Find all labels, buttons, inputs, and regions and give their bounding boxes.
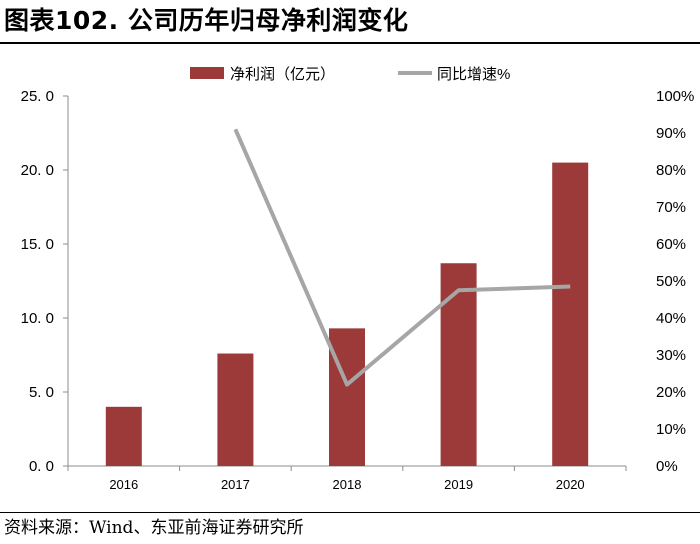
bar-2020 [552, 162, 589, 466]
legend: 净利润（亿元） 同比增速% [190, 66, 510, 83]
line-series [233, 128, 571, 387]
left-tick-label: 5. 0 [29, 384, 54, 401]
x-tick-label: 2017 [221, 477, 250, 492]
source-note: 资料来源：Wind、东亚前海证券研究所 [4, 518, 304, 538]
right-tick-label: 10% [656, 421, 686, 438]
axes: 0. 0 5. 0 10. 0 15. 0 20. 0 25. 0 0% 10% 20% 30% 4… [21, 88, 695, 492]
bar-2017 [217, 353, 254, 466]
right-tick-label: 30% [656, 347, 686, 364]
left-tick-label: 15. 0 [21, 236, 54, 253]
right-tick-label: 40% [656, 310, 686, 327]
source-divider [0, 512, 700, 513]
right-tick-label: 70% [656, 199, 686, 216]
chart-title: 图表102. 公司历年归母净利润变化 [4, 6, 409, 35]
title-divider [0, 42, 700, 44]
left-tick-label: 0. 0 [29, 458, 54, 475]
x-tick-label: 2018 [333, 477, 362, 492]
right-tick-label: 20% [656, 384, 686, 401]
right-tick-label: 0% [656, 458, 678, 475]
x-tick-label: 2019 [444, 477, 473, 492]
net-profit-chart: 净利润（亿元） 同比增速% 0. 0 5. 0 10. 0 15. 0 20. 0 25.… [21, 66, 695, 492]
x-tick-label: 2020 [556, 477, 585, 492]
left-tick-label: 10. 0 [21, 310, 54, 327]
growth-line [233, 128, 571, 387]
x-tick-label: 2016 [109, 477, 138, 492]
bar-2016 [105, 406, 142, 466]
left-tick-label: 25. 0 [21, 88, 54, 105]
right-tick-label: 100% [656, 88, 694, 105]
left-tick-label: 20. 0 [21, 162, 54, 179]
right-tick-label: 60% [656, 236, 686, 253]
legend-label-net-profit: 净利润（亿元） [230, 66, 335, 83]
bar-2018 [329, 328, 365, 466]
right-tick-label: 90% [656, 125, 686, 142]
legend-label-growth: 同比增速% [437, 66, 510, 83]
bar-series [105, 162, 589, 466]
right-tick-label: 50% [656, 273, 686, 290]
right-tick-label: 80% [656, 162, 686, 179]
bar-2019 [440, 263, 477, 466]
legend-swatch-net-profit [190, 67, 224, 79]
